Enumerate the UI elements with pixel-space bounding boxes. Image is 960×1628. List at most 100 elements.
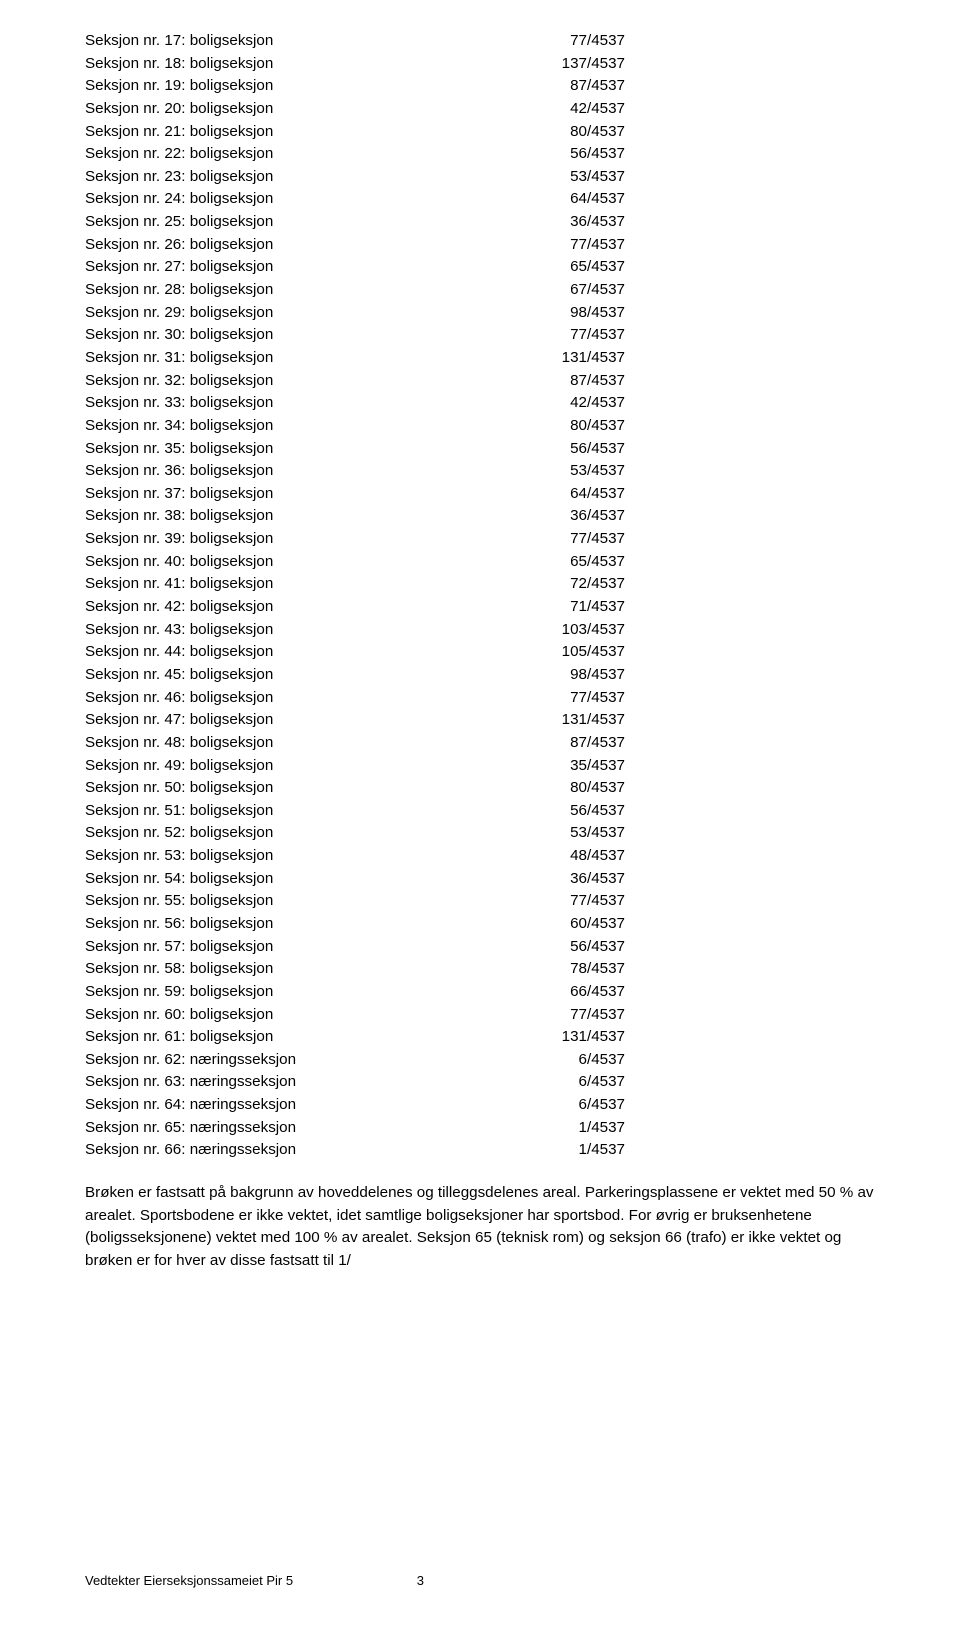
table-row: Seksjon nr. 35: boligseksjon56/4537: [85, 438, 875, 461]
row-value: 56/4537: [505, 438, 625, 461]
row-label: Seksjon nr. 41: boligseksjon: [85, 573, 505, 596]
row-value: 87/4537: [505, 732, 625, 755]
row-value: 1/4537: [505, 1117, 625, 1140]
table-row: Seksjon nr. 31: boligseksjon131/4537: [85, 347, 875, 370]
table-row: Seksjon nr. 54: boligseksjon36/4537: [85, 868, 875, 891]
row-value: 67/4537: [505, 279, 625, 302]
row-label: Seksjon nr. 37: boligseksjon: [85, 483, 505, 506]
row-label: Seksjon nr. 33: boligseksjon: [85, 392, 505, 415]
table-row: Seksjon nr. 52: boligseksjon53/4537: [85, 822, 875, 845]
row-label: Seksjon nr. 52: boligseksjon: [85, 822, 505, 845]
row-label: Seksjon nr. 31: boligseksjon: [85, 347, 505, 370]
row-value: 98/4537: [505, 302, 625, 325]
table-row: Seksjon nr. 42: boligseksjon71/4537: [85, 596, 875, 619]
row-value: 77/4537: [505, 30, 625, 53]
row-value: 56/4537: [505, 936, 625, 959]
row-value: 103/4537: [505, 619, 625, 642]
row-value: 87/4537: [505, 370, 625, 393]
row-value: 105/4537: [505, 641, 625, 664]
row-value: 35/4537: [505, 755, 625, 778]
table-row: Seksjon nr. 33: boligseksjon42/4537: [85, 392, 875, 415]
table-row: Seksjon nr. 62: næringsseksjon6/4537: [85, 1049, 875, 1072]
row-value: 36/4537: [505, 868, 625, 891]
row-label: Seksjon nr. 20: boligseksjon: [85, 98, 505, 121]
table-row: Seksjon nr. 53: boligseksjon48/4537: [85, 845, 875, 868]
table-row: Seksjon nr. 58: boligseksjon78/4537: [85, 958, 875, 981]
row-value: 77/4537: [505, 234, 625, 257]
row-label: Seksjon nr. 60: boligseksjon: [85, 1004, 505, 1027]
row-value: 6/4537: [505, 1049, 625, 1072]
row-value: 64/4537: [505, 483, 625, 506]
row-label: Seksjon nr. 38: boligseksjon: [85, 505, 505, 528]
table-row: Seksjon nr. 18: boligseksjon137/4537: [85, 53, 875, 76]
row-label: Seksjon nr. 18: boligseksjon: [85, 53, 505, 76]
table-row: Seksjon nr. 20: boligseksjon42/4537: [85, 98, 875, 121]
table-row: Seksjon nr. 48: boligseksjon87/4537: [85, 732, 875, 755]
table-row: Seksjon nr. 28: boligseksjon67/4537: [85, 279, 875, 302]
row-label: Seksjon nr. 32: boligseksjon: [85, 370, 505, 393]
table-row: Seksjon nr. 43: boligseksjon103/4537: [85, 619, 875, 642]
row-value: 87/4537: [505, 75, 625, 98]
row-label: Seksjon nr. 21: boligseksjon: [85, 121, 505, 144]
table-row: Seksjon nr. 36: boligseksjon53/4537: [85, 460, 875, 483]
table-row: Seksjon nr. 26: boligseksjon77/4537: [85, 234, 875, 257]
row-value: 80/4537: [505, 121, 625, 144]
row-label: Seksjon nr. 56: boligseksjon: [85, 913, 505, 936]
row-label: Seksjon nr. 47: boligseksjon: [85, 709, 505, 732]
row-label: Seksjon nr. 54: boligseksjon: [85, 868, 505, 891]
row-value: 1/4537: [505, 1139, 625, 1162]
row-value: 60/4537: [505, 913, 625, 936]
table-row: Seksjon nr. 63: næringsseksjon6/4537: [85, 1071, 875, 1094]
row-label: Seksjon nr. 34: boligseksjon: [85, 415, 505, 438]
table-row: Seksjon nr. 24: boligseksjon64/4537: [85, 188, 875, 211]
table-row: Seksjon nr. 22: boligseksjon56/4537: [85, 143, 875, 166]
row-label: Seksjon nr. 46: boligseksjon: [85, 687, 505, 710]
row-value: 65/4537: [505, 551, 625, 574]
row-value: 80/4537: [505, 777, 625, 800]
row-value: 131/4537: [505, 1026, 625, 1049]
row-label: Seksjon nr. 63: næringsseksjon: [85, 1071, 505, 1094]
row-label: Seksjon nr. 45: boligseksjon: [85, 664, 505, 687]
table-row: Seksjon nr. 65: næringsseksjon1/4537: [85, 1117, 875, 1140]
table-row: Seksjon nr. 34: boligseksjon80/4537: [85, 415, 875, 438]
row-value: 77/4537: [505, 324, 625, 347]
row-label: Seksjon nr. 55: boligseksjon: [85, 890, 505, 913]
table-row: Seksjon nr. 19: boligseksjon87/4537: [85, 75, 875, 98]
row-value: 78/4537: [505, 958, 625, 981]
row-value: 131/4537: [505, 709, 625, 732]
row-label: Seksjon nr. 25: boligseksjon: [85, 211, 505, 234]
row-label: Seksjon nr. 17: boligseksjon: [85, 30, 505, 53]
row-label: Seksjon nr. 59: boligseksjon: [85, 981, 505, 1004]
row-label: Seksjon nr. 24: boligseksjon: [85, 188, 505, 211]
row-label: Seksjon nr. 30: boligseksjon: [85, 324, 505, 347]
document-page: Seksjon nr. 17: boligseksjon77/4537Seksj…: [0, 0, 960, 1628]
row-value: 66/4537: [505, 981, 625, 1004]
table-row: Seksjon nr. 55: boligseksjon77/4537: [85, 890, 875, 913]
table-row: Seksjon nr. 59: boligseksjon66/4537: [85, 981, 875, 1004]
table-row: Seksjon nr. 40: boligseksjon65/4537: [85, 551, 875, 574]
body-paragraph: Brøken er fastsatt på bakgrunn av hovedd…: [85, 1182, 875, 1273]
row-label: Seksjon nr. 51: boligseksjon: [85, 800, 505, 823]
table-row: Seksjon nr. 56: boligseksjon60/4537: [85, 913, 875, 936]
row-label: Seksjon nr. 27: boligseksjon: [85, 256, 505, 279]
table-row: Seksjon nr. 30: boligseksjon77/4537: [85, 324, 875, 347]
row-value: 42/4537: [505, 392, 625, 415]
row-value: 77/4537: [505, 1004, 625, 1027]
row-label: Seksjon nr. 35: boligseksjon: [85, 438, 505, 461]
row-value: 53/4537: [505, 460, 625, 483]
table-row: Seksjon nr. 61: boligseksjon131/4537: [85, 1026, 875, 1049]
table-row: Seksjon nr. 45: boligseksjon98/4537: [85, 664, 875, 687]
row-value: 48/4537: [505, 845, 625, 868]
row-value: 98/4537: [505, 664, 625, 687]
page-footer: Vedtekter Eierseksjonssameiet Pir 5 3: [85, 1573, 875, 1588]
row-label: Seksjon nr. 36: boligseksjon: [85, 460, 505, 483]
table-row: Seksjon nr. 38: boligseksjon36/4537: [85, 505, 875, 528]
table-row: Seksjon nr. 64: næringsseksjon6/4537: [85, 1094, 875, 1117]
row-label: Seksjon nr. 40: boligseksjon: [85, 551, 505, 574]
row-value: 65/4537: [505, 256, 625, 279]
row-label: Seksjon nr. 61: boligseksjon: [85, 1026, 505, 1049]
table-row: Seksjon nr. 46: boligseksjon77/4537: [85, 687, 875, 710]
table-row: Seksjon nr. 21: boligseksjon80/4537: [85, 121, 875, 144]
row-label: Seksjon nr. 50: boligseksjon: [85, 777, 505, 800]
row-label: Seksjon nr. 48: boligseksjon: [85, 732, 505, 755]
